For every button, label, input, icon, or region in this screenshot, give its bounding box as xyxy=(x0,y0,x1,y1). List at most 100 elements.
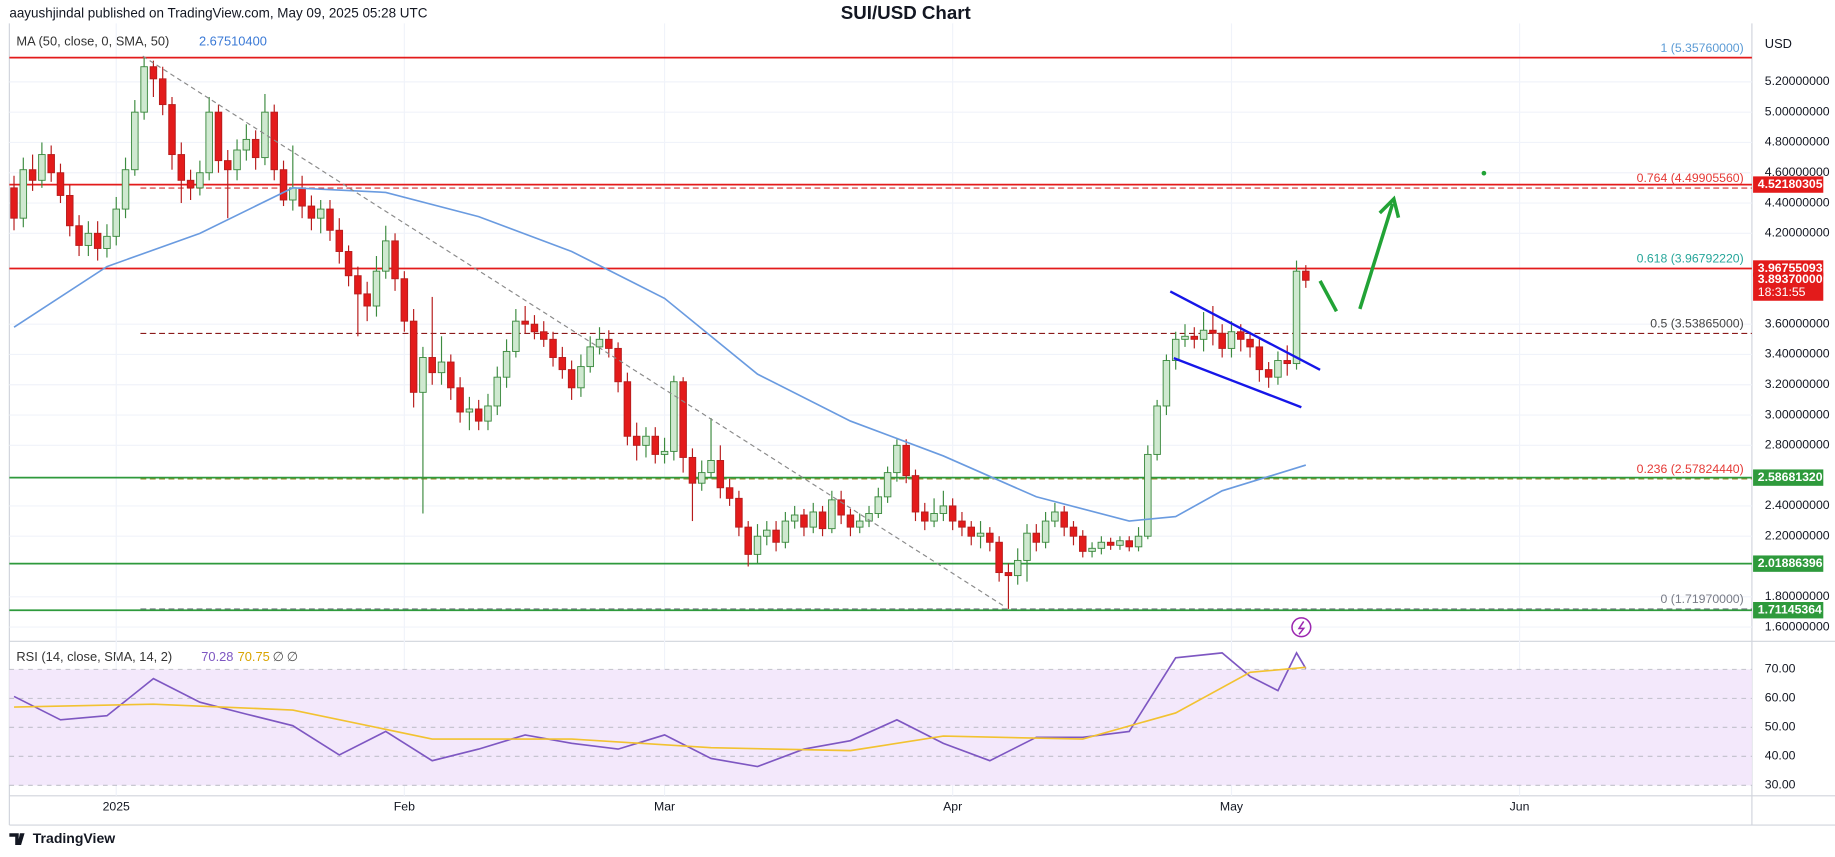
candle-body xyxy=(614,347,622,383)
candle-body xyxy=(1255,346,1264,371)
marker-dot xyxy=(1481,170,1487,176)
candle-body xyxy=(251,138,260,159)
candle-body xyxy=(38,154,46,181)
level-tag xyxy=(1753,176,1824,193)
candle-body xyxy=(967,526,975,537)
candle-body xyxy=(484,405,492,422)
candle-body xyxy=(28,169,37,181)
candle-body xyxy=(1116,540,1124,546)
candle-body xyxy=(1181,335,1189,340)
y-tick-label: 2.40000000 xyxy=(1765,498,1830,512)
candle-body xyxy=(344,251,353,277)
level-tag xyxy=(1753,555,1824,572)
x-tick-label: Apr xyxy=(943,800,962,814)
candle-body xyxy=(474,408,483,422)
candle-body xyxy=(697,472,706,484)
candle-body xyxy=(103,235,111,249)
rsi-readout: ∅ xyxy=(273,649,284,664)
candle-body xyxy=(186,179,195,189)
candle-body xyxy=(837,499,845,516)
candle-body xyxy=(270,111,278,171)
candle-body xyxy=(502,350,511,378)
level-label: 2.01886396 xyxy=(1758,556,1823,570)
y-tick-label: 1.60000000 xyxy=(1765,619,1830,633)
chart-title: SUI/USD Chart xyxy=(841,2,971,23)
y-tick-label: 3.00000000 xyxy=(1765,407,1830,421)
rsi-tick-label: 50.00 xyxy=(1765,720,1796,734)
candle-body xyxy=(1292,270,1301,365)
y-tick-label: 4.20000000 xyxy=(1765,226,1830,240)
candle-body xyxy=(1032,532,1041,543)
candle-body xyxy=(261,111,269,159)
rsi-sma-value: 70.75 xyxy=(238,649,270,664)
candle-body xyxy=(660,450,669,455)
logo: TradingView xyxy=(9,830,115,846)
candle-body xyxy=(1302,270,1310,281)
candle-body xyxy=(1171,338,1180,361)
candle-body xyxy=(642,435,650,446)
frame xyxy=(8,23,1835,826)
rsi-tick-label: 70.00 xyxy=(1765,662,1796,676)
y-tick-label: 4.60000000 xyxy=(1765,165,1830,179)
candle-body xyxy=(781,520,790,543)
candle-body xyxy=(688,456,697,484)
x-tick-label: May xyxy=(1220,800,1244,814)
currency: USD xyxy=(1765,36,1792,51)
candle-body xyxy=(1274,360,1282,378)
candle-body xyxy=(214,111,223,162)
drawings xyxy=(142,55,1487,638)
candle-body xyxy=(1209,329,1217,334)
fib-label: 1 (5.35760000) xyxy=(1661,41,1744,55)
ma-legend: MA (50, close, 0, SMA, 50) xyxy=(16,34,169,49)
y-tick-label: 5.00000000 xyxy=(1765,104,1830,118)
candle-body xyxy=(846,514,855,528)
candle-body xyxy=(521,320,529,325)
candle-body xyxy=(1106,541,1115,546)
x-tick-label: Jun xyxy=(1510,800,1530,814)
candle-body xyxy=(205,111,213,174)
candle-body xyxy=(326,208,334,231)
last-price-label: 3.89370000 xyxy=(1758,272,1823,286)
candle-body xyxy=(335,229,344,252)
candle-body xyxy=(447,361,455,389)
candle-body xyxy=(512,320,520,352)
candle-body xyxy=(84,232,93,246)
candle-body xyxy=(75,225,83,246)
candle-body xyxy=(605,338,613,349)
indicator-line xyxy=(14,666,1306,752)
candle-body xyxy=(1153,405,1161,455)
candle-body xyxy=(939,505,948,514)
x-tick-label: Mar xyxy=(654,800,675,814)
fib-label: 0 (1.71970000) xyxy=(1661,592,1744,606)
candle-body xyxy=(911,475,920,513)
candle-body xyxy=(1190,335,1199,340)
candle-body xyxy=(1283,360,1291,365)
candle-body xyxy=(121,169,130,210)
level-tag xyxy=(1753,260,1824,277)
candle-body xyxy=(1060,511,1068,528)
candle-body xyxy=(233,149,241,171)
candle-body xyxy=(10,187,18,219)
ma-value: 2.67510400 xyxy=(199,34,267,49)
candle-body xyxy=(437,361,446,374)
last-price-tag xyxy=(1753,272,1824,301)
candle-body xyxy=(1264,369,1273,378)
candle-body xyxy=(456,387,464,413)
candle-body xyxy=(1004,572,1013,577)
candle-body xyxy=(1134,535,1143,548)
candle-body xyxy=(400,278,409,322)
attribution: aayushjindal published on TradingView.co… xyxy=(9,6,427,21)
candle-body xyxy=(372,270,381,307)
candle-body xyxy=(168,104,176,156)
candle-body xyxy=(112,208,120,237)
candle-body xyxy=(995,541,1003,574)
fib-label: 0.764 (4.49905560) xyxy=(1637,171,1744,185)
candle-body xyxy=(224,160,232,171)
x-tick-label: 2025 xyxy=(103,800,130,814)
rsi-readout: ∅ xyxy=(287,649,298,664)
candle-body xyxy=(679,381,687,458)
candle-body xyxy=(419,357,427,393)
candle-body xyxy=(539,331,548,340)
plot: 2025 Feb Mar Apr May Jun 5.20000000 5.00000000 4… xyxy=(9,23,1830,814)
